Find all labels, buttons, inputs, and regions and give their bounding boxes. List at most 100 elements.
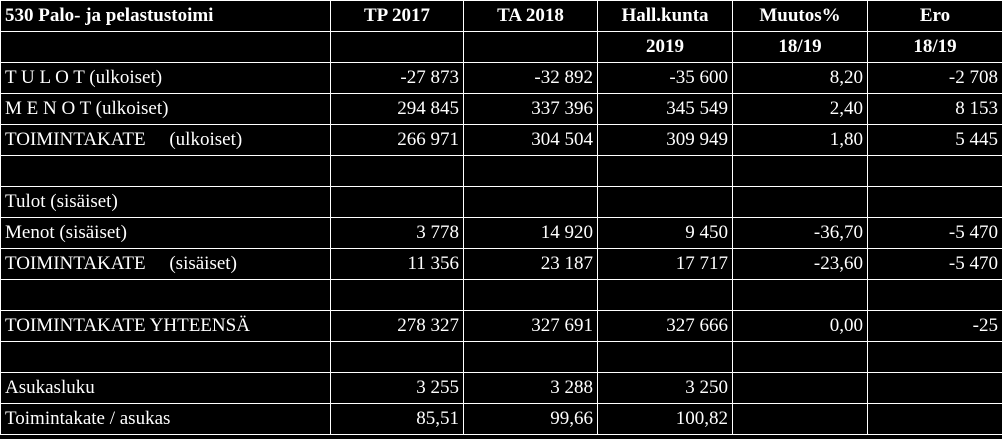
cell-hall-kunta-2019: -35 600 <box>597 62 733 94</box>
cell-hall-kunta-2019: 3 250 <box>597 372 733 404</box>
header-cell-muutos-pct: Muutos% <box>732 0 868 32</box>
cell-tp-2017 <box>330 341 464 373</box>
table-row: TOIMINTAKATE YHTEENSÄ 278 327 327 691 327 6… <box>0 310 1002 342</box>
table-row: T U L O T (ulkoiset) -27 873 -32 892 -35 60… <box>0 62 1002 94</box>
cell-tp-2017 <box>330 186 464 218</box>
cell-ero <box>867 372 1002 404</box>
cell-ta-2018 <box>463 279 598 311</box>
cell-muutos-pct <box>732 341 868 373</box>
table-row <box>0 155 1002 187</box>
cell-muutos-pct: 2,40 <box>732 93 868 125</box>
cell-muutos-pct <box>732 155 868 187</box>
table-row: TOIMINTAKATE (ulkoiset) 266 971 304 504 309… <box>0 124 1002 156</box>
cell-label: Menot (sisäiset) <box>0 217 331 249</box>
cell-ta-2018 <box>463 186 598 218</box>
cell-ta-2018: 23 187 <box>463 248 598 280</box>
cell-label: M E N O T (ulkoiset) <box>0 93 331 125</box>
cell-muutos-pct: -23,60 <box>732 248 868 280</box>
cell-hall-kunta-2019 <box>597 279 733 311</box>
cell-ero: -5 470 <box>867 248 1002 280</box>
cell-muutos-pct: -36,70 <box>732 217 868 249</box>
cell-ero <box>867 403 1002 435</box>
header-cell-tp-2017: TP 2017 <box>330 0 464 32</box>
cell-label: TOIMINTAKATE YHTEENSÄ <box>0 310 331 342</box>
cell-label: TOIMINTAKATE (ulkoiset) <box>0 124 331 156</box>
cell-label <box>0 341 331 373</box>
cell-ero: -2 708 <box>867 62 1002 94</box>
cell-ero: 5 445 <box>867 124 1002 156</box>
header-cell-ero: 18/19 <box>867 31 1002 63</box>
cell-ero <box>867 186 1002 218</box>
cell-ta-2018: 327 691 <box>463 310 598 342</box>
cell-muutos-pct: 0,00 <box>732 310 868 342</box>
cell-hall-kunta-2019 <box>597 341 733 373</box>
cell-muutos-pct <box>732 186 868 218</box>
cell-muutos-pct <box>732 372 868 404</box>
cell-tp-2017: 294 845 <box>330 93 464 125</box>
header-cell-hall-kunta-2019: Hall.kunta <box>597 0 733 32</box>
cell-hall-kunta-2019: 17 717 <box>597 248 733 280</box>
cell-ta-2018: 3 288 <box>463 372 598 404</box>
cell-ta-2018 <box>463 341 598 373</box>
header-cell-ta-2018 <box>463 31 598 63</box>
cell-ta-2018: 99,66 <box>463 403 598 435</box>
cell-ta-2018: 304 504 <box>463 124 598 156</box>
cell-label: TOIMINTAKATE (sisäiset) <box>0 248 331 280</box>
cell-hall-kunta-2019 <box>597 155 733 187</box>
cell-ta-2018: -32 892 <box>463 62 598 94</box>
table-row: Toimintakate / asukas 85,51 99,66 100,82 <box>0 403 1002 435</box>
cell-ta-2018: 337 396 <box>463 93 598 125</box>
table-row <box>0 279 1002 311</box>
header-cell-hall-kunta-2019: 2019 <box>597 31 733 63</box>
cell-tp-2017 <box>330 279 464 311</box>
cell-muutos-pct: 1,80 <box>732 124 868 156</box>
cell-tp-2017: 3 778 <box>330 217 464 249</box>
table-row: Asukasluku 3 255 3 288 3 250 <box>0 372 1002 404</box>
cell-ero: 8 153 <box>867 93 1002 125</box>
cell-ta-2018: 14 920 <box>463 217 598 249</box>
cell-tp-2017 <box>330 155 464 187</box>
cell-tp-2017: 11 356 <box>330 248 464 280</box>
table-row: M E N O T (ulkoiset) 294 845 337 396 345 54… <box>0 93 1002 125</box>
cell-ero <box>867 155 1002 187</box>
cell-hall-kunta-2019: 345 549 <box>597 93 733 125</box>
cell-label: Tulot (sisäiset) <box>0 186 331 218</box>
table-row: TOIMINTAKATE (sisäiset) 11 356 23 187 17 71… <box>0 248 1002 280</box>
cell-muutos-pct: 8,20 <box>732 62 868 94</box>
cell-hall-kunta-2019: 100,82 <box>597 403 733 435</box>
cell-tp-2017: 266 971 <box>330 124 464 156</box>
cell-label <box>0 279 331 311</box>
cell-label <box>0 155 331 187</box>
header-cell-tp-2017 <box>330 31 464 63</box>
header-row: 530 Palo- ja pelastustoimi TP 2017 TA 2018… <box>0 0 1002 32</box>
table-row: Tulot (sisäiset) <box>0 186 1002 218</box>
cell-tp-2017: -27 873 <box>330 62 464 94</box>
cell-muutos-pct <box>732 403 868 435</box>
cell-tp-2017: 85,51 <box>330 403 464 435</box>
cell-ero: -5 470 <box>867 217 1002 249</box>
header-cell-ta-2018: TA 2018 <box>463 0 598 32</box>
cell-tp-2017: 278 327 <box>330 310 464 342</box>
cell-muutos-pct <box>732 279 868 311</box>
cell-hall-kunta-2019: 327 666 <box>597 310 733 342</box>
cell-ero <box>867 279 1002 311</box>
table-row: Menot (sisäiset) 3 778 14 920 9 450 -36,70 -5… <box>0 217 1002 249</box>
cell-label: Toimintakate / asukas <box>0 403 331 435</box>
cell-ero <box>867 341 1002 373</box>
header-cell-label: 530 Palo- ja pelastustoimi <box>0 0 331 32</box>
cell-label: T U L O T (ulkoiset) <box>0 62 331 94</box>
header-cell-muutos-pct: 18/19 <box>732 31 868 63</box>
cell-hall-kunta-2019: 309 949 <box>597 124 733 156</box>
header-cell-ero: Ero <box>867 0 1002 32</box>
cell-hall-kunta-2019 <box>597 186 733 218</box>
cell-ero: -25 <box>867 310 1002 342</box>
cell-tp-2017: 3 255 <box>330 372 464 404</box>
header-cell-label <box>0 31 331 63</box>
cell-label: Asukasluku <box>0 372 331 404</box>
table-row <box>0 341 1002 373</box>
cell-ta-2018 <box>463 155 598 187</box>
header-row: 2019 18/19 18/19 <box>0 31 1002 63</box>
cell-hall-kunta-2019: 9 450 <box>597 217 733 249</box>
